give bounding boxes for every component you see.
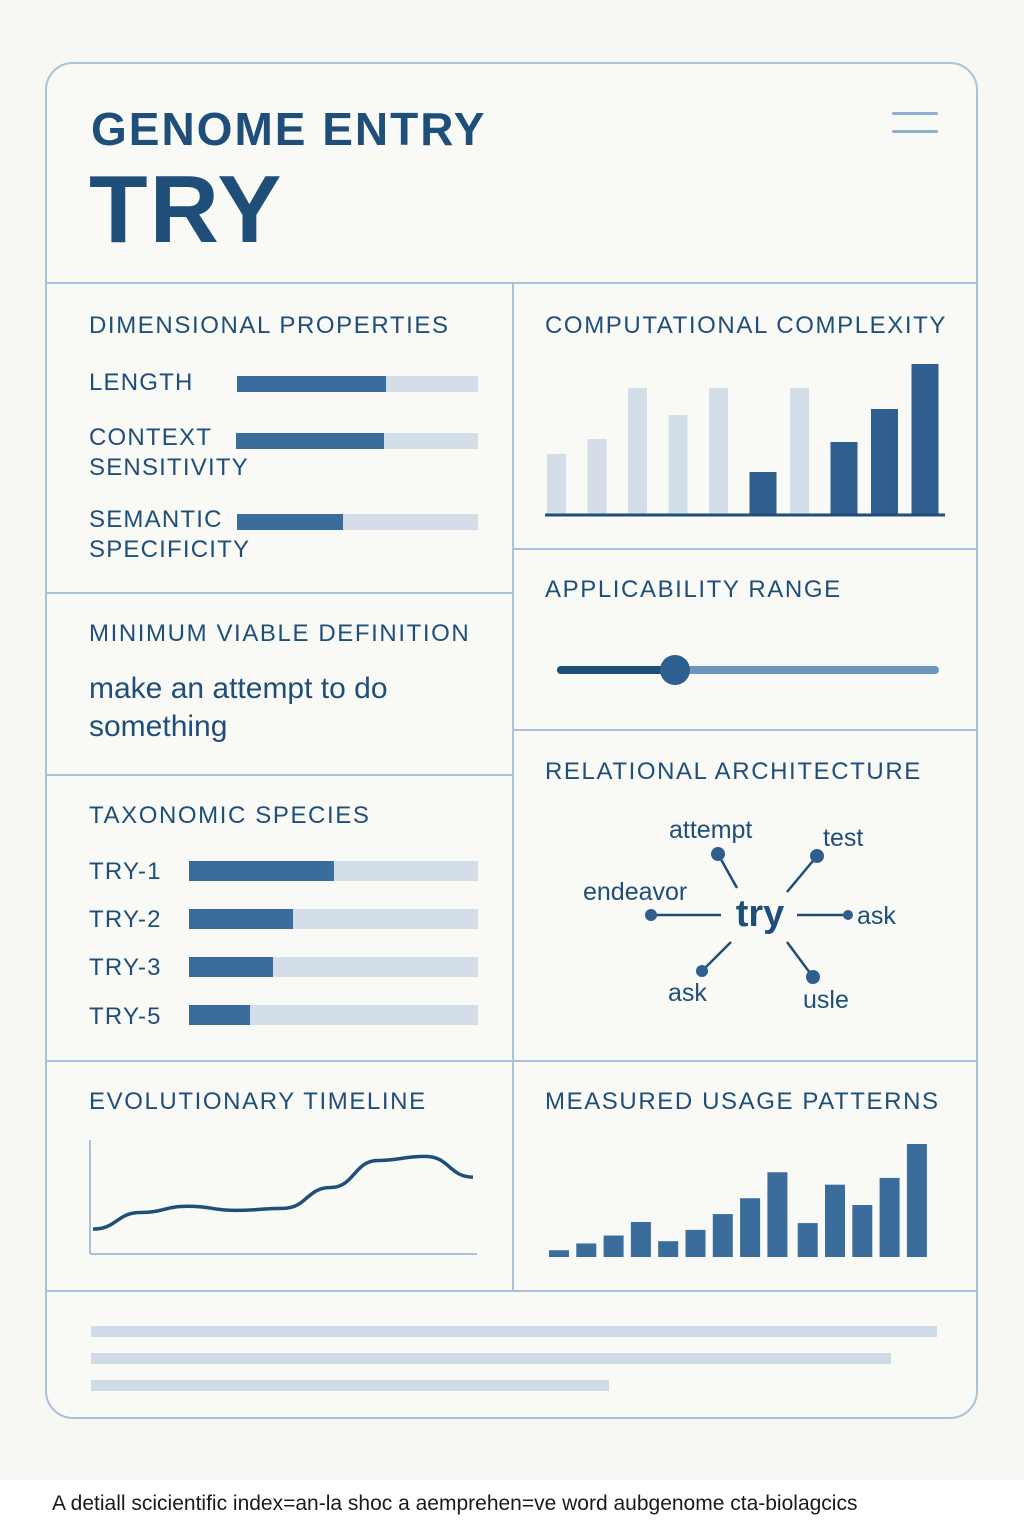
graph-node-usle: usle <box>803 986 849 1014</box>
property-label-context-sensitivity: CONTEXT SENSITIVITY <box>89 424 249 481</box>
usage-bar <box>797 1223 818 1257</box>
divider <box>513 729 976 731</box>
complexity-bar <box>871 409 898 514</box>
complexity-bar <box>547 454 566 514</box>
divider <box>47 1060 976 1062</box>
applicability-range-title: APPLICABILITY RANGE <box>545 576 842 603</box>
usage-bar <box>549 1250 569 1257</box>
species-label-try-5: TRY-5 <box>89 1003 162 1030</box>
definition-text: make an attempt to do something <box>89 672 388 743</box>
summary-line <box>91 1380 609 1391</box>
graph-node-dot <box>711 847 725 861</box>
property-bar-length <box>237 376 478 392</box>
graph-center-word: try <box>736 893 785 935</box>
property-label-length: LENGTH <box>89 369 194 396</box>
graph-edge <box>786 855 818 893</box>
complexity-chart <box>545 364 945 517</box>
species-bar-fill <box>189 861 334 881</box>
divider <box>47 282 976 284</box>
property-bar-fill <box>236 433 384 449</box>
usage-bar <box>630 1221 651 1257</box>
graph-node-dot <box>696 965 708 977</box>
divider <box>47 592 513 594</box>
entry-eyebrow: GENOME ENTRY <box>91 103 487 155</box>
entry-title: TRY <box>89 156 284 263</box>
graph-node-dot <box>645 909 657 921</box>
species-bar-fill <box>189 957 273 977</box>
usage-chart <box>549 1144 927 1257</box>
graph-node-ask-right: ask <box>857 902 896 930</box>
usage-bar <box>712 1214 733 1257</box>
usage-bar <box>906 1144 927 1257</box>
complexity-bar <box>749 472 777 514</box>
timeline-line <box>92 1154 474 1231</box>
species-bar-try-1 <box>189 861 478 881</box>
usage-bar <box>879 1177 900 1257</box>
property-bar-context-sensitivity <box>236 433 478 449</box>
timeline-chart <box>89 1140 477 1255</box>
divider <box>512 282 514 1290</box>
usage-bar <box>740 1198 761 1257</box>
taxonomic-species-title: TAXONOMIC SPECIES <box>89 802 371 829</box>
graph-node-test: test <box>823 824 863 852</box>
species-bar-try-2 <box>189 909 478 929</box>
species-bar-try-5 <box>189 1005 478 1025</box>
graph-node-attempt: attempt <box>669 816 752 844</box>
evolutionary-timeline-title: EVOLUTIONARY TIMELINE <box>89 1088 427 1115</box>
divider <box>47 774 513 776</box>
menu-icon[interactable] <box>892 110 938 136</box>
species-label-try-3: TRY-3 <box>89 954 162 981</box>
summary-line <box>91 1326 937 1337</box>
property-bar-fill <box>237 376 387 392</box>
property-label-semantic-specificity: SEMANTIC SPECIFICITY <box>89 506 251 563</box>
computational-complexity-title: COMPUTATIONAL COMPLEXITY <box>545 312 947 339</box>
image-caption: A detiall scicientific index=an-la shoc … <box>52 1492 858 1515</box>
minimum-viable-definition-title: MINIMUM VIABLE DEFINITION <box>89 620 471 647</box>
usage-bar <box>685 1229 706 1257</box>
applicability-slider-fill <box>557 666 676 674</box>
complexity-bar <box>668 415 688 514</box>
relational-graph: try attempt test endeavor ask ask usle <box>583 816 896 1014</box>
relational-architecture-title: RELATIONAL ARCHITECTURE <box>545 758 922 785</box>
complexity-bar <box>628 388 647 514</box>
graph-edge <box>701 941 732 972</box>
usage-bar <box>658 1241 679 1257</box>
property-bar-semantic-specificity <box>237 514 478 530</box>
divider <box>47 1290 976 1292</box>
graph-node-dot <box>843 910 853 920</box>
usage-bar <box>767 1172 788 1257</box>
dimensional-properties-title: DIMENSIONAL PROPERTIES <box>89 312 450 339</box>
applicability-slider-thumb[interactable] <box>660 655 691 685</box>
complexity-bar <box>709 388 728 514</box>
species-bar-fill <box>189 1005 250 1025</box>
complexity-bar <box>790 388 809 514</box>
species-bar-try-3 <box>189 957 478 977</box>
summary-line <box>91 1353 891 1364</box>
graph-node-dot <box>810 849 824 863</box>
species-label-try-2: TRY-2 <box>89 906 162 933</box>
species-bar-fill <box>189 909 294 929</box>
graph-edge <box>785 941 815 978</box>
species-label-try-1: TRY-1 <box>89 858 162 885</box>
divider <box>513 548 976 550</box>
usage-bar <box>852 1205 873 1257</box>
genome-entry-card: GENOME ENTRY TRY DIMENSIONAL PROPERTIES … <box>45 62 978 1419</box>
complexity-bar <box>830 442 858 514</box>
complexity-bar <box>911 364 939 514</box>
applicability-slider-track[interactable] <box>557 655 939 685</box>
usage-bar <box>576 1243 597 1257</box>
complexity-bar <box>587 439 607 514</box>
graph-node-dot <box>806 970 820 984</box>
measured-usage-patterns-title: MEASURED USAGE PATTERNS <box>545 1088 940 1115</box>
graph-node-endeavor: endeavor <box>583 878 687 906</box>
property-bar-fill <box>237 514 344 530</box>
usage-bar <box>603 1235 624 1257</box>
graph-node-ask-left: ask <box>668 979 707 1007</box>
usage-bar <box>825 1184 845 1257</box>
